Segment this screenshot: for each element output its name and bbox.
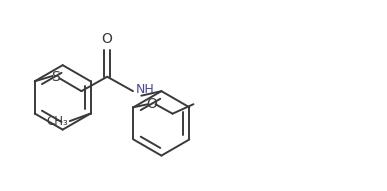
Text: NH: NH: [136, 83, 155, 96]
Text: O: O: [102, 32, 113, 46]
Text: O: O: [146, 97, 157, 111]
Text: S: S: [51, 70, 60, 84]
Text: CH₃: CH₃: [46, 115, 68, 128]
